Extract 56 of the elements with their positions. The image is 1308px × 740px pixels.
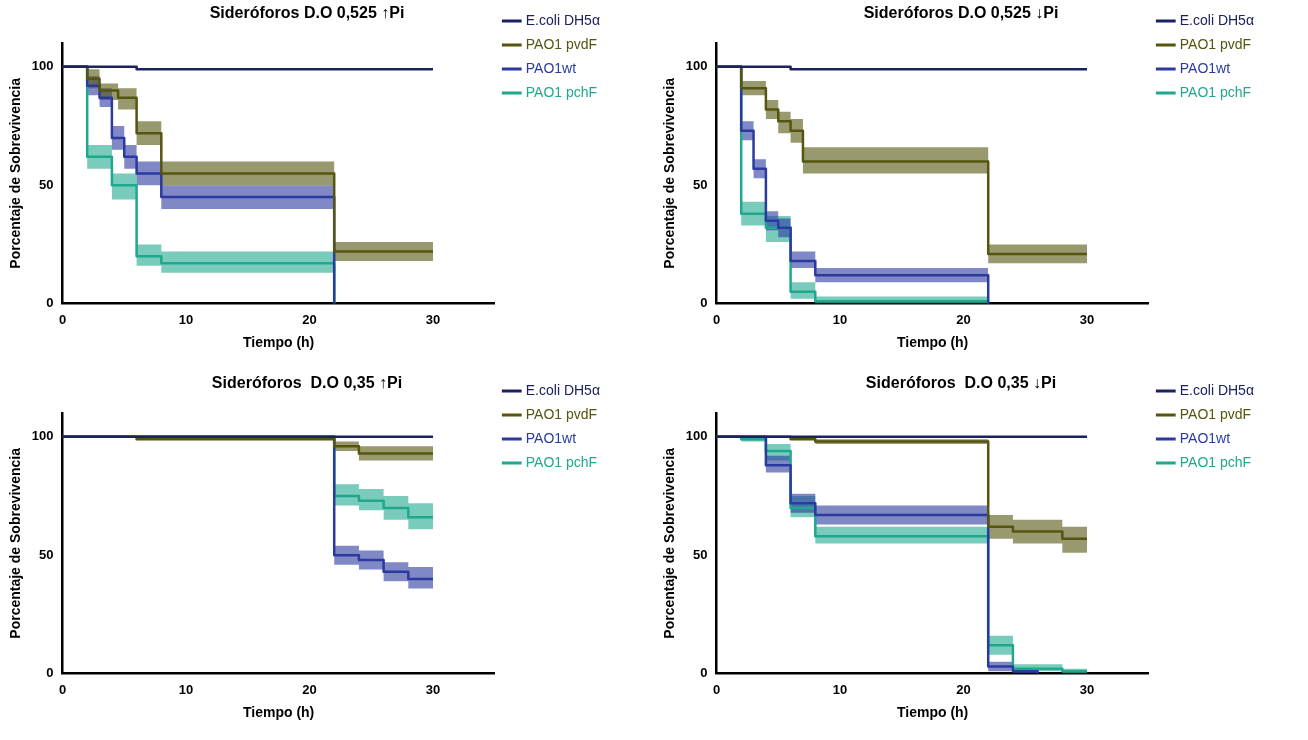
x-tick-label: 30 <box>1079 311 1095 327</box>
y-axis-title: Porcentaje de Sobrevivencia <box>7 77 24 269</box>
legend-label: PAO1 pvdF <box>1179 35 1252 52</box>
y-tick-label: 100 <box>31 428 54 444</box>
x-tick-label: 10 <box>832 311 848 327</box>
y-tick-label: 50 <box>693 546 708 562</box>
x-tick-label: 0 <box>712 681 721 697</box>
chart-title: Sideróforos D.O 0,525 ↑Pi <box>209 4 405 22</box>
chart-title: Sideróforos D.O 0,525 ↓Pi <box>863 4 1059 22</box>
x-tick-label: 10 <box>832 681 848 697</box>
chart-title: Sideróforos D.O 0,35 ↑Pi <box>211 374 403 392</box>
legend-label: PAO1 pchF <box>525 83 598 100</box>
x-tick-label: 20 <box>956 311 971 327</box>
legend-label: PAO1 pchF <box>1179 83 1252 100</box>
y-tick-label: 0 <box>700 295 708 311</box>
y-tick-label: 100 <box>685 58 708 74</box>
legend-label: PAO1 pvdF <box>525 405 598 422</box>
y-axis-title: Porcentaje de Sobrevivencia <box>661 447 678 639</box>
x-tick-label: 30 <box>1079 681 1095 697</box>
y-tick-label: 50 <box>39 546 54 562</box>
y-tick-label: 50 <box>693 176 708 192</box>
legend-label: E.coli DH5α <box>525 11 601 28</box>
x-axis-title: Tiempo (h) <box>896 334 969 351</box>
x-tick-label: 0 <box>58 681 67 697</box>
legend-label: PAO1 pvdF <box>1179 405 1252 422</box>
x-tick-label: 10 <box>178 681 194 697</box>
x-axis-title: Tiempo (h) <box>242 334 315 351</box>
y-tick-label: 100 <box>31 58 54 74</box>
x-axis-title: Tiempo (h) <box>242 704 315 721</box>
y-tick-label: 100 <box>685 428 708 444</box>
y-tick-label: 0 <box>46 665 54 681</box>
legend-label: PAO1 pchF <box>525 453 598 470</box>
x-tick-label: 30 <box>425 681 441 697</box>
x-tick-label: 20 <box>302 681 317 697</box>
legend-label: PAO1wt <box>525 59 577 76</box>
legend-label: PAO1wt <box>1179 429 1231 446</box>
x-tick-label: 10 <box>178 311 194 327</box>
x-tick-label: 0 <box>58 311 67 327</box>
legend-label: PAO1wt <box>1179 59 1231 76</box>
y-tick-label: 0 <box>46 295 54 311</box>
x-axis-title: Tiempo (h) <box>896 704 969 721</box>
legend-label: E.coli DH5α <box>1179 11 1255 28</box>
legend-label: E.coli DH5α <box>525 381 601 398</box>
x-tick-label: 20 <box>956 681 971 697</box>
y-axis-title: Porcentaje de Sobrevivencia <box>7 447 24 639</box>
legend-label: E.coli DH5α <box>1179 381 1255 398</box>
x-tick-label: 20 <box>302 311 317 327</box>
y-tick-label: 50 <box>39 176 54 192</box>
legend-label: PAO1 pvdF <box>525 35 598 52</box>
y-axis-title: Porcentaje de Sobrevivencia <box>661 77 678 269</box>
y-tick-label: 0 <box>700 665 708 681</box>
legend-label: PAO1wt <box>525 429 577 446</box>
legend-label: PAO1 pchF <box>1179 453 1252 470</box>
chart-title: Sideróforos D.O 0,35 ↓Pi <box>865 374 1057 392</box>
x-tick-label: 0 <box>712 311 721 327</box>
x-tick-label: 30 <box>425 311 441 327</box>
